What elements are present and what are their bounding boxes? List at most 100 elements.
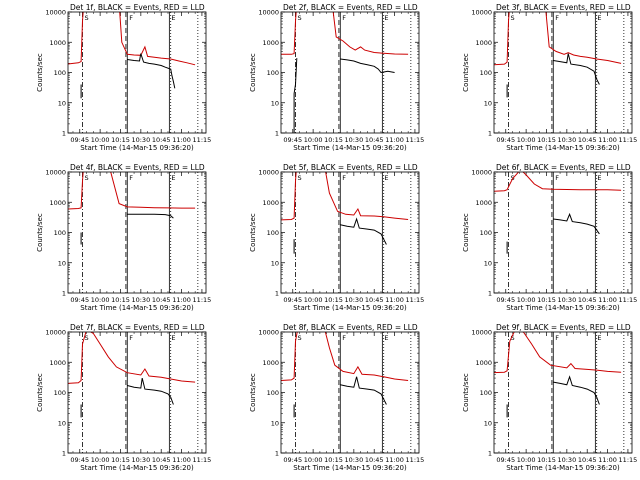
x-tick-label: 10:45 <box>365 296 384 304</box>
x-tick-label: 11:15 <box>406 296 425 304</box>
panel-9: Det 9f, BLACK = Events, RED = LLD 1 10 100 1… <box>462 323 637 472</box>
x-tick-label: 09:45 <box>70 136 89 144</box>
x-tick-label: 10:15 <box>537 296 556 304</box>
y-tick-label: 1 <box>488 450 492 458</box>
marker-label: F <box>129 174 133 182</box>
x-tick-label: 10:45 <box>578 296 597 304</box>
events-series-line <box>293 58 298 133</box>
marker-label: S <box>84 14 88 22</box>
x-tick-label: 09:45 <box>283 456 302 464</box>
y-tick-label: 100 <box>267 389 279 397</box>
y-tick-label: 1000 <box>49 39 66 47</box>
y-tick-label: 10000 <box>45 329 66 337</box>
panel-title: Det 8f, BLACK = Events, RED = LLD <box>283 323 418 332</box>
marker-label: E <box>597 174 601 182</box>
x-tick-label: 09:45 <box>70 456 89 464</box>
x-tick-label: 11:00 <box>598 296 617 304</box>
panel-5: Det 5f, BLACK = Events, RED = LLD 1 10 100 1… <box>249 163 424 312</box>
panel-1: Det 1f, BLACK = Events, RED = LLD 1 10 100 1… <box>36 3 211 152</box>
x-tick-label: 11:15 <box>193 296 212 304</box>
marker-label: F <box>555 334 559 342</box>
events-series-line <box>553 212 600 235</box>
marker-label: F <box>555 14 559 22</box>
y-tick-label: 1000 <box>49 199 66 207</box>
y-tick-label: 1 <box>62 450 66 458</box>
events-series-line <box>553 53 600 85</box>
plot-frame <box>280 11 420 134</box>
lld-series-line <box>281 12 409 55</box>
y-axis-label: Counts/sec <box>462 373 470 412</box>
panel-7: Det 7f, BLACK = Events, RED = LLD 1 10 100 1… <box>36 323 211 472</box>
x-tick-label: 10:30 <box>557 136 576 144</box>
panel-title: Det 6f, BLACK = Events, RED = LLD <box>496 163 631 172</box>
y-tick-label: 100 <box>54 389 66 397</box>
plot-frame <box>67 331 207 454</box>
y-tick-label: 10 <box>484 419 492 427</box>
lld-series-line <box>494 332 622 374</box>
x-tick-label: 10:45 <box>152 456 171 464</box>
panel-title: Det 1f, BLACK = Events, RED = LLD <box>70 3 205 12</box>
x-tick-label: 10:30 <box>131 136 150 144</box>
y-tick-label: 10 <box>271 99 279 107</box>
marker-label: F <box>129 334 133 342</box>
marker-label: F <box>342 14 346 22</box>
x-axis-label: Start Time (14-Mar-15 09:36:20) <box>293 464 407 472</box>
y-tick-label: 10000 <box>258 9 279 17</box>
y-tick-label: 10 <box>271 259 279 267</box>
y-tick-label: 10 <box>58 259 66 267</box>
x-tick-label: 10:00 <box>304 456 323 464</box>
y-axis-label: Counts/sec <box>462 213 470 252</box>
x-tick-label: 11:15 <box>193 456 212 464</box>
events-series-line <box>340 58 395 74</box>
x-tick-label: 09:45 <box>283 136 302 144</box>
marker-label: S <box>84 174 88 182</box>
x-axis-label: Start Time (14-Mar-15 09:36:20) <box>506 144 620 152</box>
x-tick-label: 10:30 <box>344 136 363 144</box>
y-tick-label: 10 <box>484 99 492 107</box>
events-series-line <box>340 376 387 405</box>
x-tick-label: 10:45 <box>152 136 171 144</box>
marker-label: S <box>297 334 301 342</box>
y-tick-label: 1000 <box>475 199 492 207</box>
y-tick-label: 100 <box>267 69 279 77</box>
x-tick-label: 11:00 <box>172 296 191 304</box>
marker-label: F <box>129 14 133 22</box>
y-axis-label: Counts/sec <box>36 53 44 92</box>
y-tick-label: 1 <box>488 130 492 138</box>
x-axis-label: Start Time (14-Mar-15 09:36:20) <box>293 304 407 312</box>
x-tick-label: 10:45 <box>365 456 384 464</box>
y-tick-label: 1 <box>275 130 279 138</box>
x-tick-label: 11:15 <box>406 136 425 144</box>
lld-series-line <box>281 332 409 381</box>
y-tick-label: 100 <box>480 389 492 397</box>
x-axis-label: Start Time (14-Mar-15 09:36:20) <box>506 464 620 472</box>
y-axis-label: Counts/sec <box>249 53 257 92</box>
panel-2: Det 2f, BLACK = Events, RED = LLD 1 10 100 1… <box>249 3 424 152</box>
events-series-line <box>340 217 387 245</box>
y-tick-label: 100 <box>54 69 66 77</box>
panel-3: Det 3f, BLACK = Events, RED = LLD 1 10 100 1… <box>462 3 637 152</box>
y-tick-label: 1 <box>275 450 279 458</box>
y-tick-label: 1000 <box>262 199 279 207</box>
marker-label: F <box>555 174 559 182</box>
x-tick-label: 11:00 <box>385 296 404 304</box>
x-tick-label: 10:15 <box>324 456 343 464</box>
marker-label: E <box>597 14 601 22</box>
x-tick-label: 10:00 <box>91 296 110 304</box>
x-tick-label: 11:00 <box>385 456 404 464</box>
x-tick-label: 10:00 <box>91 136 110 144</box>
x-axis-label: Start Time (14-Mar-15 09:36:20) <box>80 304 194 312</box>
y-tick-label: 1000 <box>475 39 492 47</box>
x-tick-label: 11:15 <box>193 136 212 144</box>
y-tick-label: 100 <box>480 229 492 237</box>
x-tick-label: 09:45 <box>496 456 515 464</box>
panel-title: Det 4f, BLACK = Events, RED = LLD <box>70 163 205 172</box>
x-tick-label: 11:15 <box>619 136 638 144</box>
lld-series-line <box>68 12 196 66</box>
x-tick-label: 10:15 <box>111 296 130 304</box>
